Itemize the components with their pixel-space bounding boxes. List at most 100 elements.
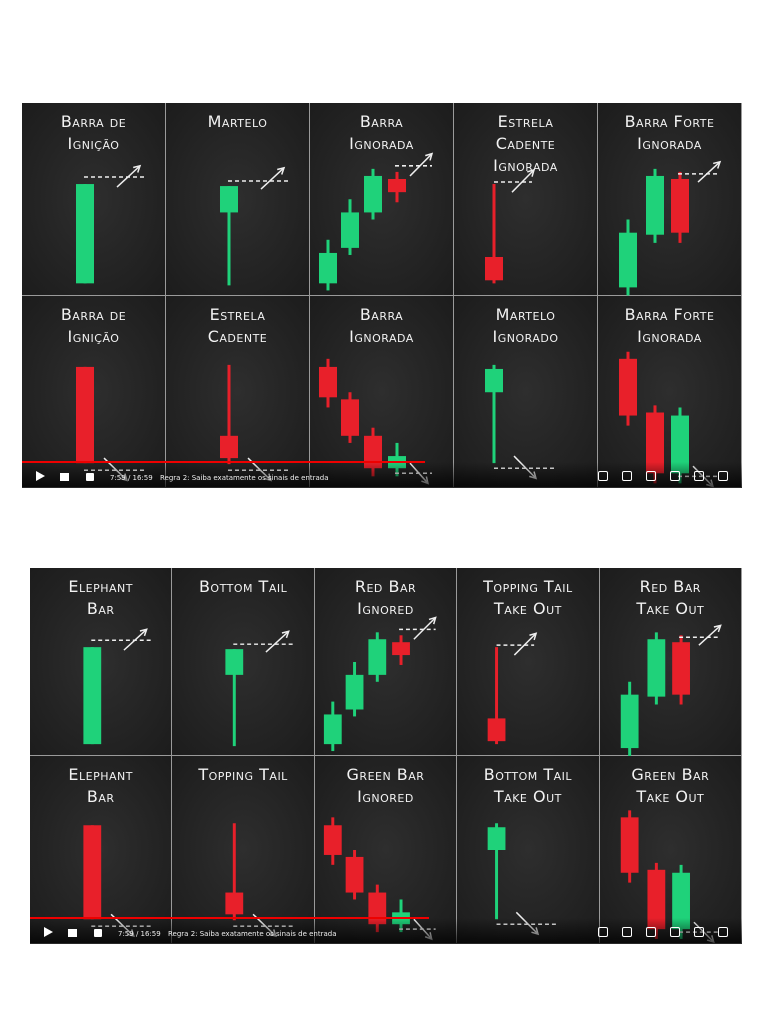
pattern-label: Elephant Bar (68, 765, 133, 806)
pattern-panel: Barra de Ignição (22, 103, 166, 296)
candles (620, 810, 721, 944)
candle-body (220, 186, 238, 213)
pattern-label: Barra Ignorada (349, 304, 414, 346)
player-button[interactable] (622, 471, 632, 481)
player-button[interactable] (694, 471, 704, 481)
candle-body (345, 856, 364, 893)
candle-body (487, 718, 506, 742)
play-button[interactable] (44, 927, 53, 937)
candle-body (83, 825, 102, 920)
pattern-label: Red Bar Ignored (354, 577, 417, 618)
pattern-label: Barra Ignorada (349, 112, 414, 153)
video-title: Regra 2: Saiba exatamente os sinais de e… (168, 930, 337, 938)
pattern-label: Topping Tail (198, 765, 288, 784)
pattern-label: Estrela Cadente Ignorada (493, 112, 558, 175)
player-button[interactable] (718, 927, 728, 937)
candles (83, 628, 153, 745)
pattern-panel: Elephant Bar (30, 756, 173, 944)
arrow-head (713, 624, 722, 633)
arrow (265, 630, 290, 653)
video-frame[interactable]: Barra de Ignição Martelo Barra Ignorada Est… (22, 103, 742, 488)
arrow (413, 616, 436, 640)
candle-body (487, 827, 506, 850)
pattern-label: Bottom Tail Take Out (483, 765, 573, 806)
candle-body (323, 714, 342, 745)
candle-body (364, 175, 382, 213)
time-display: 7:59 / 16:59 (118, 930, 161, 938)
candle-body (671, 415, 689, 473)
candle-body (620, 694, 639, 749)
next-button[interactable] (60, 473, 69, 481)
candle-body (220, 435, 238, 458)
arrow-head (282, 630, 291, 639)
player-controls: 7:59 / 16:59 Regra 2: Saiba exatamente os… (22, 462, 742, 488)
arrow-head (139, 628, 148, 637)
time-display: 7:59 / 16:59 (110, 474, 153, 482)
pattern-label: Barra de Ignição (60, 112, 127, 153)
volume-button[interactable] (94, 929, 102, 937)
arrow (123, 628, 148, 651)
player-button[interactable] (622, 927, 632, 937)
arrow (511, 169, 535, 193)
candles (485, 168, 536, 284)
player-button[interactable] (670, 471, 680, 481)
pattern-panel: Green Bar Ignored (314, 756, 458, 944)
pattern-panel: Red Bar Ignored (314, 568, 458, 756)
candle-body (646, 175, 664, 235)
pattern-label: Red Bar Take Out (636, 577, 705, 618)
player-button[interactable] (694, 927, 704, 937)
candles (220, 166, 290, 286)
pattern-panel: Barra Ignorada (310, 295, 454, 488)
arrow (697, 624, 721, 646)
candle-body (485, 368, 503, 392)
volume-button[interactable] (86, 473, 94, 481)
pattern-label: Estrela Cadente (207, 304, 268, 346)
arrow (409, 153, 433, 177)
candles (323, 616, 437, 752)
arrow-head (277, 166, 286, 175)
candles (225, 630, 296, 747)
candles (619, 351, 720, 488)
candle-body (646, 412, 664, 473)
player-button[interactable] (670, 927, 680, 937)
candle-body (368, 639, 386, 675)
arrow-head (713, 160, 722, 169)
candle-body (647, 639, 665, 697)
pattern-label: Bottom Tail (198, 577, 288, 596)
play-button[interactable] (36, 471, 45, 481)
pattern-label: Elephant Bar (68, 577, 133, 618)
candle-body (619, 232, 637, 288)
pattern-panel: Martelo Ignorado (454, 295, 598, 488)
progress-bar (30, 917, 429, 919)
next-button[interactable] (68, 929, 77, 937)
pattern-panel: Red Bar Take Out (599, 568, 742, 756)
arrow-head (428, 616, 437, 625)
player-button[interactable] (718, 471, 728, 481)
candle-body (83, 647, 102, 745)
candles (319, 358, 432, 485)
candle-body (345, 674, 364, 710)
candle-body (76, 366, 94, 463)
candle-body (619, 358, 637, 416)
player-button[interactable] (598, 927, 608, 937)
candles (319, 152, 434, 291)
player-button[interactable] (646, 927, 656, 937)
candle-body (388, 178, 406, 193)
pattern-panel: Bottom Tail (172, 568, 315, 756)
candle-body (319, 366, 337, 397)
pattern-panel: Estrela Cadente (166, 295, 310, 488)
pattern-panel: Martelo (166, 103, 310, 296)
arrow (116, 165, 141, 188)
player-button[interactable] (646, 471, 656, 481)
pattern-panel: Barra Forte Ignorada (598, 295, 742, 488)
arrow-head (527, 168, 536, 177)
pattern-panel: Bottom Tail Take Out (457, 756, 600, 944)
player-button[interactable] (598, 471, 608, 481)
pattern-label: Topping Tail Take Out (483, 577, 573, 618)
candle-body (671, 642, 690, 695)
arrow (260, 167, 285, 190)
video-frame[interactable]: Elephant Bar Bottom Tail Red Bar Ignored To… (30, 568, 742, 944)
candle-body (364, 435, 382, 468)
candles (76, 164, 146, 284)
